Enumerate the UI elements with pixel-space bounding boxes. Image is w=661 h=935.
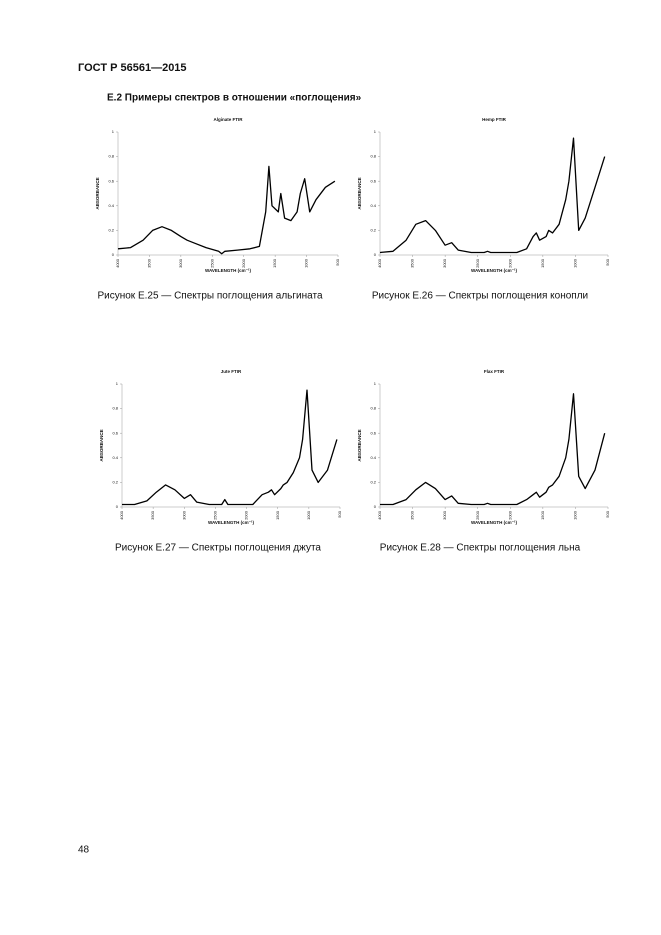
x-tick-label: 2500 <box>475 510 480 520</box>
x-tick-label: 4000 <box>377 510 382 520</box>
x-tick-label: 500 <box>337 510 342 517</box>
x-axis-label: WAVELENGTH (cm⁻¹) <box>208 520 255 525</box>
x-tick-label: 1500 <box>275 510 280 520</box>
y-axis-label: ABSORBANCE <box>99 429 104 461</box>
y-tick-label: 0 <box>374 252 377 257</box>
y-tick-label: 0.4 <box>108 203 114 208</box>
y-tick-label: 0.6 <box>112 430 118 435</box>
y-tick-label: 0 <box>112 252 115 257</box>
x-tick-label: 3000 <box>442 510 447 520</box>
x-tick-label: 2500 <box>212 510 217 520</box>
y-tick-label: 0 <box>374 504 377 509</box>
x-axis-label: WAVELENGTH (cm⁻¹) <box>471 268 518 273</box>
x-tick-label: 1000 <box>572 510 577 520</box>
x-tick-label: 1500 <box>540 510 545 520</box>
x-tick-label: 3000 <box>442 258 447 268</box>
x-tick-label: 1000 <box>306 510 311 520</box>
x-tick-label: 500 <box>605 258 610 265</box>
header: ГОСТ Р 56561—2015 <box>78 62 187 74</box>
x-tick-label: 4000 <box>119 510 124 520</box>
y-tick-label: 0.2 <box>370 479 376 484</box>
y-tick-label: 0.8 <box>108 154 114 159</box>
caption: Рисунок Е.27 — Спектры поглощения джута <box>115 543 321 554</box>
y-axis-label: ABSORBANCE <box>95 177 100 209</box>
x-tick-label: 2500 <box>209 258 214 268</box>
spectrum-line <box>380 393 606 506</box>
x-tick-label: 1000 <box>572 258 577 268</box>
page-number: 48 <box>78 845 90 856</box>
x-tick-label: 3000 <box>181 510 186 520</box>
y-tick-label: 0.4 <box>370 203 376 208</box>
x-tick-label: 500 <box>335 258 340 265</box>
y-tick-label: 0.2 <box>108 227 114 232</box>
x-tick-label: 3000 <box>178 258 183 268</box>
spectrum-line <box>379 137 606 254</box>
y-tick-label: 1 <box>112 129 115 134</box>
y-tick-label: 0.6 <box>370 178 376 183</box>
x-tick-label: 2500 <box>475 258 480 268</box>
spectrum-line <box>122 389 338 506</box>
x-tick-label: 2000 <box>244 510 249 520</box>
x-tick-label: 4000 <box>115 258 120 268</box>
x-tick-label: 3500 <box>150 510 155 520</box>
y-tick-label: 0.8 <box>370 406 376 411</box>
x-tick-label: 2000 <box>241 258 246 268</box>
x-tick-label: 1000 <box>304 258 309 268</box>
y-tick-label: 0 <box>116 504 119 509</box>
spectrum-line <box>117 165 336 255</box>
y-tick-label: 0.6 <box>108 178 114 183</box>
y-axis-label: ABSORBANCE <box>357 429 362 461</box>
x-tick-label: 3500 <box>410 510 415 520</box>
y-tick-label: 0.6 <box>370 430 376 435</box>
x-axis-label: WAVELENGTH (cm⁻¹) <box>205 268 252 273</box>
x-tick-label: 4000 <box>377 258 382 268</box>
x-tick-label: 2000 <box>507 258 512 268</box>
chart-title: Alginate FTIR <box>214 117 244 122</box>
x-tick-label: 1500 <box>272 258 277 268</box>
y-tick-label: 0.8 <box>112 406 118 411</box>
y-tick-label: 0.4 <box>370 455 376 460</box>
y-tick-label: 0.2 <box>370 227 376 232</box>
y-tick-label: 1 <box>374 129 377 134</box>
y-axis-label: ABSORBANCE <box>357 177 362 209</box>
chart-title: Hemp FTIR <box>482 117 507 122</box>
y-tick-label: 0.4 <box>112 455 118 460</box>
x-tick-label: 3500 <box>410 258 415 268</box>
x-tick-label: 500 <box>605 510 610 517</box>
y-tick-label: 1 <box>116 381 119 386</box>
y-tick-label: 0.8 <box>370 154 376 159</box>
caption: Рисунок Е.25 — Спектры поглощения альгин… <box>97 291 322 302</box>
chart-title: Jute FTIR <box>221 369 242 374</box>
x-axis-label: WAVELENGTH (cm⁻¹) <box>471 520 518 525</box>
chart-title: Flax FTIR <box>484 369 505 374</box>
caption: Рисунок Е.28 — Спектры поглощения льна <box>380 543 581 554</box>
caption: Рисунок Е.26 — Спектры поглощения конопл… <box>372 291 588 302</box>
x-tick-label: 2000 <box>507 510 512 520</box>
x-tick-label: 1500 <box>540 258 545 268</box>
x-tick-label: 3500 <box>146 258 151 268</box>
section-title: Е.2 Примеры спектров в отношении «поглощ… <box>107 93 362 104</box>
y-tick-label: 0.2 <box>112 479 118 484</box>
y-tick-label: 1 <box>374 381 377 386</box>
